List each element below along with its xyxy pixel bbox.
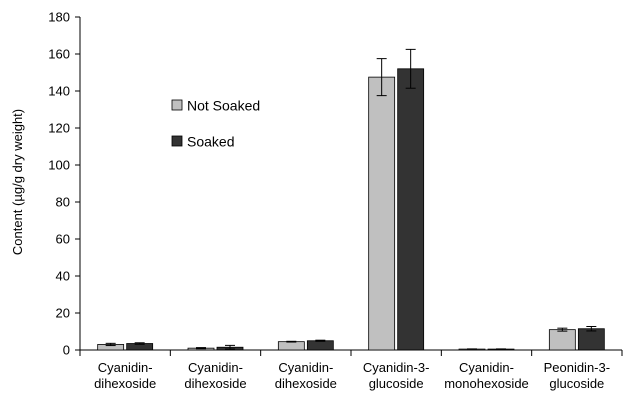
y-tick-label: 40 (56, 269, 70, 284)
legend-label: Not Soaked (187, 98, 260, 114)
category-label: Cyanidin-dihexoside (275, 360, 337, 391)
axes (75, 16, 623, 356)
y-tick-label: 20 (56, 306, 70, 321)
category-labels: Cyanidin-dihexoside Cyanidin-dihexoside Cy… (94, 360, 610, 391)
bar-soaked (306, 340, 334, 351)
y-tick-label: 160 (48, 47, 70, 62)
category-label: Cyanidin-dihexoside (94, 360, 156, 391)
legend: Not Soaked Soaked (171, 98, 260, 150)
y-tick-label: 60 (56, 232, 70, 247)
legend-swatch (171, 99, 183, 111)
category-label: Peonidin-3-glucoside (544, 360, 611, 391)
bar-soaked (577, 328, 605, 351)
category-label: Cyanidin-3-glucoside (363, 360, 429, 391)
tick-labels: 0 20 40 60 80 100 120 140 160 180 (48, 10, 70, 358)
y-tick-label: 180 (48, 10, 70, 25)
y-tick-label: 120 (48, 121, 70, 136)
y-tick-label: 80 (56, 195, 70, 210)
legend-swatch (171, 135, 183, 147)
category-label: Cyanidin-dihexoside (184, 360, 246, 391)
category-label: Cyanidin-monohexoside (444, 360, 529, 391)
legend-label: Soaked (187, 134, 234, 150)
y-tick-label: 140 (48, 84, 70, 99)
y-axis-label: Content (µg/g dry weight) (10, 109, 25, 255)
bar-not-soaked (368, 76, 396, 351)
bars (97, 48, 605, 351)
y-tick-label: 0 (63, 343, 70, 358)
y-tick-label: 100 (48, 158, 70, 173)
bar-not-soaked (277, 341, 305, 351)
bar-soaked (397, 68, 425, 351)
bar-not-soaked (548, 329, 576, 351)
